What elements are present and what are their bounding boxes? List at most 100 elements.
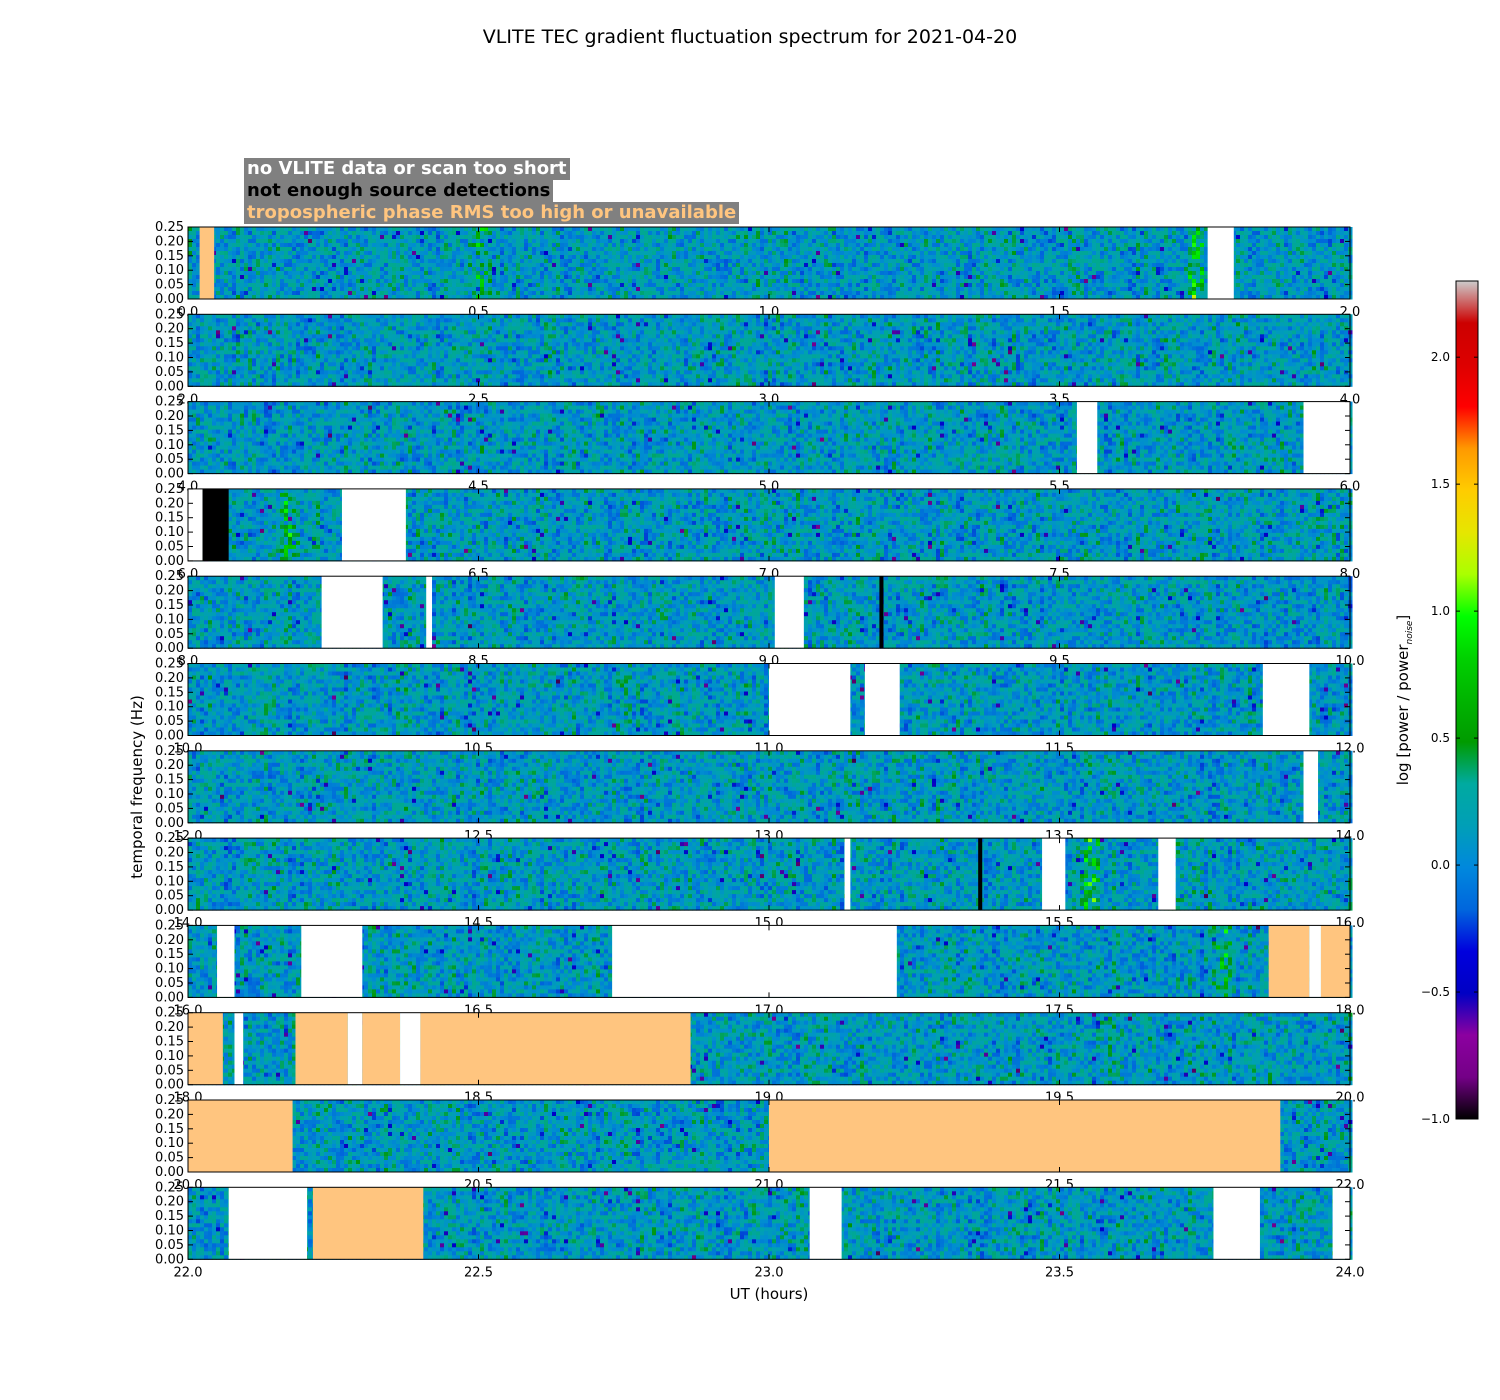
- flag-nodata-0: [188, 489, 203, 561]
- y-tick-label: 0.15: [155, 860, 184, 875]
- y-tick-label: 0.15: [155, 1209, 184, 1224]
- flag-nodata-4: [1333, 1187, 1350, 1259]
- flag-nodata-0: [845, 838, 851, 910]
- x-tick-label: 23.5: [1045, 1265, 1074, 1280]
- heatmap-cells: [188, 402, 1353, 475]
- y-tick-label: 0.10: [155, 525, 184, 540]
- panel-0: 0.000.050.100.150.200.250.0 0.5 1.0 1.5 2.0: [155, 220, 1360, 320]
- y-tick-label: 0.05: [155, 540, 184, 555]
- panel-1: 0.000.050.100.150.200.252.0 2.5 3.0 3.5 4.0: [155, 307, 1360, 407]
- flag-nodata-5: [400, 1013, 420, 1085]
- y-tick-label: 0.05: [155, 1063, 184, 1078]
- y-tick-label: 0.10: [155, 700, 184, 715]
- y-tick-label: 0.20: [155, 234, 184, 249]
- y-tick-label: 0.25: [155, 744, 184, 759]
- flag-nodata-2: [1042, 838, 1065, 910]
- y-tick-label: 0.25: [155, 1180, 184, 1195]
- x-tick-label: 22.0: [174, 1265, 203, 1280]
- y-tick-label: 0.25: [155, 220, 184, 235]
- flag-nodata-1: [301, 925, 362, 997]
- flag-nodata-2: [810, 1187, 842, 1259]
- y-tick-label: 0.15: [155, 598, 184, 613]
- colorbar-label: log [power / powernoise]: [1394, 615, 1415, 786]
- y-tick-label: 0.10: [155, 962, 184, 977]
- y-tick-label: 0.25: [155, 569, 184, 584]
- y-tick-label: 0.15: [155, 511, 184, 526]
- y-tick-label: 0.15: [155, 336, 184, 351]
- flag-nodata-2: [612, 925, 897, 997]
- y-tick-label: 0.10: [155, 612, 184, 627]
- y-tick-label: 0.20: [155, 1195, 184, 1210]
- flag-nodet-1: [978, 838, 982, 910]
- flag-nodet-3: [879, 576, 883, 648]
- legend-troposphere: tropospheric phase RMS too high or unava…: [244, 202, 739, 224]
- flag-nodata-1: [1208, 227, 1234, 299]
- flag-nodata-1: [1304, 402, 1350, 474]
- colorbar: −1.0−0.50.00.51.01.52.0 log [power / pow…: [1394, 281, 1478, 1126]
- y-tick-label: 0.10: [155, 1049, 184, 1064]
- y-tick-label: 0.10: [155, 787, 184, 802]
- y-tick-label: 0.20: [155, 322, 184, 337]
- heatmap-cells: [188, 751, 1353, 824]
- colorbar-tick-label: 2.0: [1431, 350, 1450, 364]
- y-tick-label: 0.05: [155, 801, 184, 816]
- y-tick-label: 0.20: [155, 933, 184, 948]
- flag-nodata-3: [348, 1013, 363, 1085]
- y-tick-label: 0.10: [155, 1224, 184, 1239]
- y-tick-label: 0.20: [155, 1020, 184, 1035]
- y-tick-label: 0.25: [155, 657, 184, 672]
- y-tick-label: 0.15: [155, 1122, 184, 1137]
- y-tick-label: 0.05: [155, 976, 184, 991]
- flag-trop-0: [188, 1100, 293, 1172]
- y-tick-label: 0.25: [155, 482, 184, 497]
- y-tick-label: 0.25: [155, 395, 184, 410]
- flag-nodata-2: [1263, 664, 1309, 736]
- flag-trop-2: [295, 1013, 347, 1085]
- flag-nodata-1: [426, 576, 432, 648]
- y-tick-label: 0.05: [155, 452, 184, 467]
- flag-nodata-4: [1309, 925, 1321, 997]
- x-tick-label: 24.0: [1336, 1265, 1365, 1280]
- colorbar-tick-label: −1.0: [1421, 1112, 1450, 1126]
- y-tick-label: 0.05: [155, 1238, 184, 1253]
- y-tick-label: 0.10: [155, 351, 184, 366]
- flag-trop-6: [420, 1013, 690, 1085]
- flag-trop-0: [188, 1013, 223, 1085]
- flag-nodata-1: [234, 1013, 243, 1085]
- flag-nodata-2: [775, 576, 804, 648]
- flag-trop-0: [200, 227, 215, 299]
- y-tick-label: 0.20: [155, 409, 184, 424]
- y-tick-label: 0.15: [155, 685, 184, 700]
- heatmap-cells: [188, 838, 1353, 911]
- y-tick-label: 0.15: [155, 249, 184, 264]
- y-tick-label: 0.15: [155, 947, 184, 962]
- y-tick-label: 0.05: [155, 1151, 184, 1166]
- flag-trop-5: [1321, 925, 1350, 997]
- chart-title: VLITE TEC gradient fluctuation spectrum …: [483, 26, 1017, 48]
- flag-trop-1: [313, 1187, 423, 1259]
- x-tick-label: 22.5: [464, 1265, 493, 1280]
- colorbar-tick-label: 0.0: [1431, 858, 1450, 872]
- flag-nodata-0: [322, 576, 383, 648]
- y-tick-label: 0.15: [155, 1035, 184, 1050]
- flag-nodata-3: [1213, 1187, 1259, 1259]
- y-tick-label: 0.05: [155, 714, 184, 729]
- flag-nodata-2: [342, 489, 406, 561]
- flag-nodata-0: [1077, 402, 1097, 474]
- panels-group: 0.000.050.100.150.200.250.0 0.5 1.0 1.5 2.00…: [155, 220, 1364, 1280]
- colorbar-tick-label: 1.5: [1431, 477, 1450, 491]
- y-tick-label: 0.10: [155, 438, 184, 453]
- flag-trop-3: [1269, 925, 1310, 997]
- y-axis-label: temporal frequency (Hz): [128, 695, 146, 879]
- colorbar-scale: [1456, 281, 1478, 1119]
- y-tick-label: 0.15: [155, 773, 184, 788]
- y-tick-label: 0.25: [155, 1093, 184, 1108]
- flag-nodata-3: [1158, 838, 1175, 910]
- y-tick-label: 0.25: [155, 918, 184, 933]
- y-tick-label: 0.05: [155, 278, 184, 293]
